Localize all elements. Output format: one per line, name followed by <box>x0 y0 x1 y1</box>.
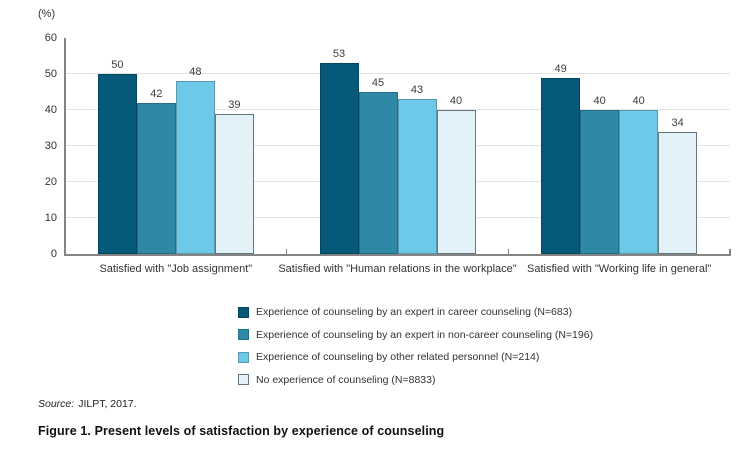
bar <box>358 92 398 254</box>
legend-swatch <box>238 374 249 385</box>
x-axis-category-label: Satisfied with "Job assignment" <box>99 263 253 275</box>
bar <box>214 113 254 254</box>
bar-value-label: 50 <box>111 59 124 71</box>
legend-swatch <box>238 306 249 318</box>
bar-value-label: 43 <box>410 84 424 97</box>
bar <box>136 102 176 254</box>
chart-legend: Experience of counseling by an expert in… <box>238 304 593 394</box>
legend-item: Experience of counseling by other relate… <box>238 349 593 365</box>
y-axis-tick-label: 40 <box>44 104 57 116</box>
plot-area: 50 42 48 39 53 45 43 40 49 40 40 34 <box>64 38 731 256</box>
bar <box>619 110 659 254</box>
bar <box>319 63 359 254</box>
legend-label: Experience of counseling by other relate… <box>256 351 540 363</box>
source-text: JILPT, 2017. <box>78 398 137 410</box>
figure-caption: Figure 1. Present levels of satisfaction… <box>38 424 445 438</box>
bar-value-label: 53 <box>332 48 346 61</box>
bar-value-label: 42 <box>150 87 163 100</box>
legend-swatch <box>238 351 249 363</box>
x-axis-tick <box>507 249 510 254</box>
legend-label: Experience of counseling by an expert in… <box>256 328 594 341</box>
bar-value-label: 48 <box>189 66 202 79</box>
y-axis-tick-label: 0 <box>50 248 57 260</box>
y-axis-line <box>64 38 66 256</box>
source-label: Source: <box>38 398 75 410</box>
bar <box>580 110 620 254</box>
source-note: Source: JILPT, 2017. <box>38 398 137 410</box>
legend-item: Experience of counseling by an expert in… <box>238 327 593 343</box>
y-axis-tick-label: 60 <box>44 32 57 44</box>
gridline <box>65 73 730 74</box>
x-axis-category-label: Satisfied with "Human relations in the w… <box>278 263 517 275</box>
x-axis-line <box>64 254 731 256</box>
y-axis-unit-label: (%) <box>38 8 56 20</box>
y-axis-tick-label: 10 <box>44 212 57 224</box>
legend-item: No experience of counseling (N=8833) <box>238 372 593 388</box>
legend-label: Experience of counseling by an expert in… <box>256 306 573 318</box>
x-axis-tick <box>729 249 731 254</box>
bar <box>97 74 137 254</box>
bar-value-label: 39 <box>228 98 241 111</box>
bar <box>397 99 437 254</box>
bar-value-label: 45 <box>371 77 385 89</box>
bar-value-label: 40 <box>593 95 606 107</box>
y-axis-tick-label: 20 <box>44 176 57 188</box>
bar <box>175 81 215 254</box>
legend-label: No experience of counseling (N=8833) <box>256 373 436 386</box>
bar-value-label: 40 <box>632 95 645 107</box>
legend-item: Experience of counseling by an expert in… <box>238 304 593 320</box>
bar-value-label: 34 <box>671 116 684 129</box>
bar-value-label: 40 <box>449 95 463 107</box>
bar <box>436 110 476 254</box>
x-axis-category-label: Satisfied with "Working life in general" <box>527 263 712 275</box>
bar <box>541 77 581 254</box>
bar-chart: 50 42 48 39 53 45 43 40 49 40 40 34 0 10 20 30 40 50 60 Sat… <box>44 32 731 275</box>
legend-swatch <box>238 329 249 340</box>
bar <box>658 131 698 254</box>
y-axis-tick-label: 30 <box>44 140 57 152</box>
x-axis-tick <box>285 249 288 254</box>
bar-value-label: 49 <box>554 62 567 75</box>
y-axis-tick-label: 50 <box>44 68 57 80</box>
